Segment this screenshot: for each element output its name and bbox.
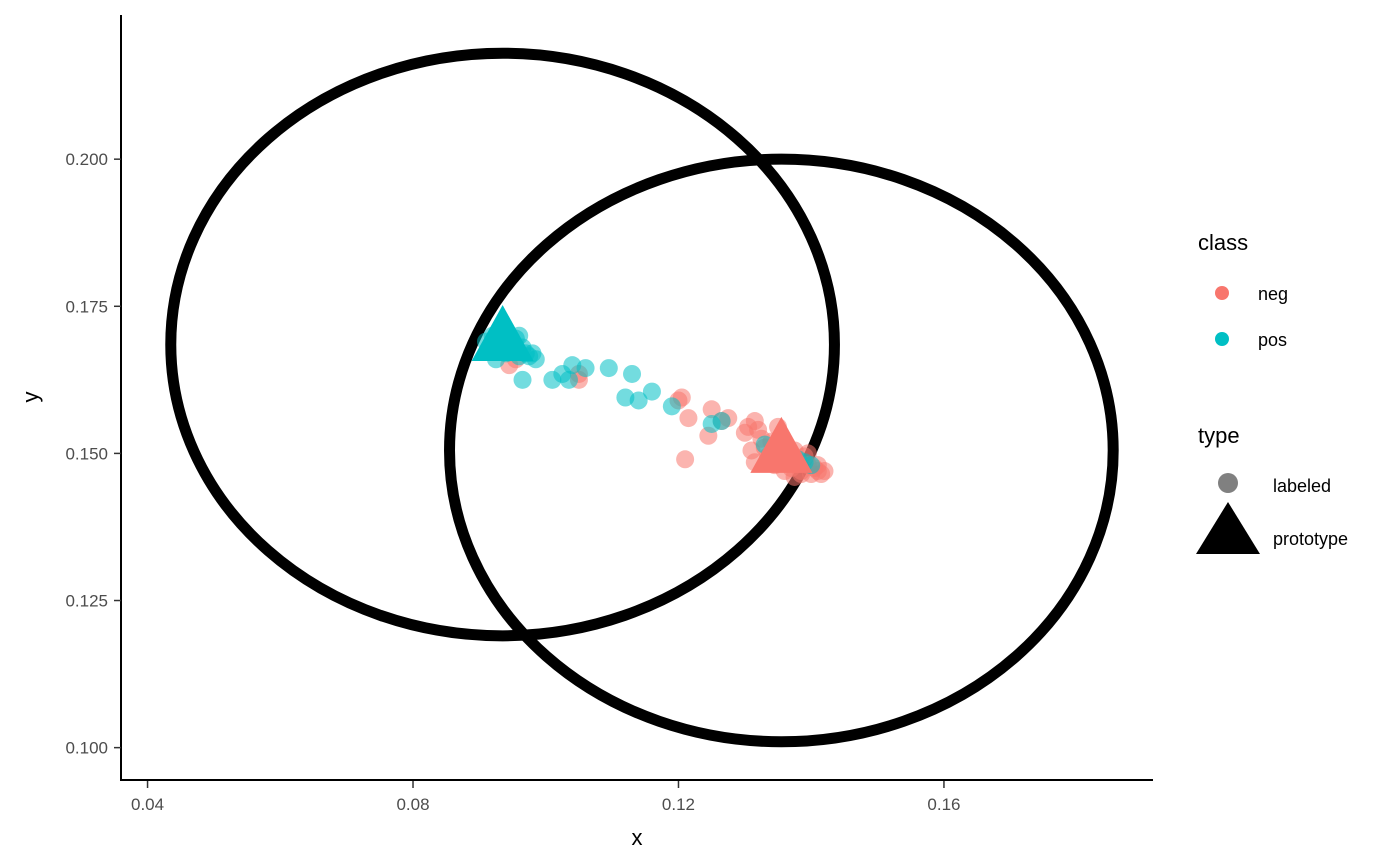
point-pos [559, 370, 578, 389]
legend-class: class neg pos [1198, 230, 1288, 350]
point-pos [662, 397, 681, 416]
point-pos [623, 364, 642, 383]
legend-pos-key [1215, 332, 1229, 346]
y-tick-label: 0.150 [65, 444, 108, 463]
legend-neg-key [1215, 286, 1229, 300]
point-pos [629, 391, 648, 410]
y-tick-label: 0.200 [65, 150, 108, 169]
y-tick-label: 0.175 [65, 297, 108, 316]
x-tick-label: 0.12 [662, 795, 695, 814]
x-tick-label: 0.16 [927, 795, 960, 814]
point-neg [702, 400, 721, 419]
legend-class-title: class [1198, 230, 1248, 255]
x-axis-ticks: 0.04 0.08 0.12 0.16 [131, 781, 960, 814]
ellipse-neg [444, 153, 1119, 748]
legend-labeled-key [1218, 473, 1238, 493]
legend-labeled-label: labeled [1273, 476, 1331, 496]
x-tick-label: 0.08 [396, 795, 429, 814]
point-pos [712, 412, 731, 431]
point-pos [576, 359, 595, 378]
prototype-pos [471, 305, 534, 362]
y-axis-title: y [18, 392, 43, 403]
point-neg [676, 450, 695, 469]
legend-neg-label: neg [1258, 284, 1288, 304]
point-neg [679, 409, 698, 428]
ellipses-layer [165, 47, 1119, 748]
legend-type: type labeled prototype [1196, 423, 1348, 554]
point-pos [513, 370, 532, 389]
point-pos [526, 350, 545, 369]
ellipse-pos [165, 47, 840, 642]
x-tick-label: 0.04 [131, 795, 164, 814]
plot-area [165, 47, 1119, 748]
legend-prototype-key [1196, 502, 1260, 554]
legend-pos-label: pos [1258, 330, 1287, 350]
x-axis-title: x [632, 825, 643, 850]
point-pos [642, 382, 661, 401]
y-tick-label: 0.125 [65, 592, 108, 611]
y-axis-ticks: 0.100 0.125 0.150 0.175 0.200 [65, 150, 121, 758]
legend-type-title: type [1198, 423, 1240, 448]
point-pos [599, 359, 618, 378]
y-tick-label: 0.100 [65, 739, 108, 758]
legend-prototype-label: prototype [1273, 529, 1348, 549]
prototypes-layer [471, 305, 813, 473]
prototype-neg [750, 416, 813, 473]
